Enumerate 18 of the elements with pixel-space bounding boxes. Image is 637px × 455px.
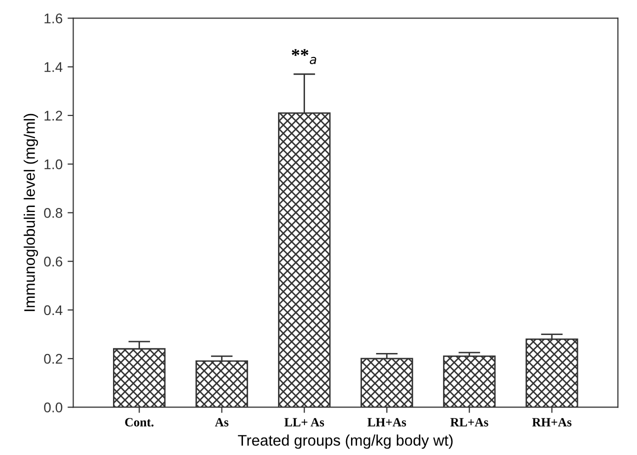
y-tick-label: 0.6: [44, 256, 62, 267]
x-tick-label: LH+As: [368, 418, 406, 426]
y-tick-label: 1.4: [44, 62, 62, 72]
x-axis-title: Treated groups (mg/kg body wt): [238, 434, 453, 449]
y-tick-label: 0.2: [44, 354, 62, 364]
y-tick-label: 1.0: [44, 159, 62, 170]
x-tick-label: Cont.: [125, 418, 154, 426]
x-tick-label: RH+As: [532, 418, 572, 426]
y-tick-label: 1.6: [44, 14, 62, 24]
y-tick-label: 0.0: [44, 402, 62, 412]
x-tick-label: LL+ As: [284, 418, 324, 426]
y-axis-title: Immunoglobulin level (mg/ml): [24, 114, 38, 312]
annotation: **$_{a}$: [292, 49, 316, 64]
y-tick-label: 0.4: [44, 305, 62, 316]
x-tick-label: RL+As: [450, 418, 488, 426]
y-tick-label: 1.2: [44, 110, 62, 120]
y-tick-label: 0.8: [44, 208, 62, 218]
x-tick-label: As: [214, 418, 228, 426]
